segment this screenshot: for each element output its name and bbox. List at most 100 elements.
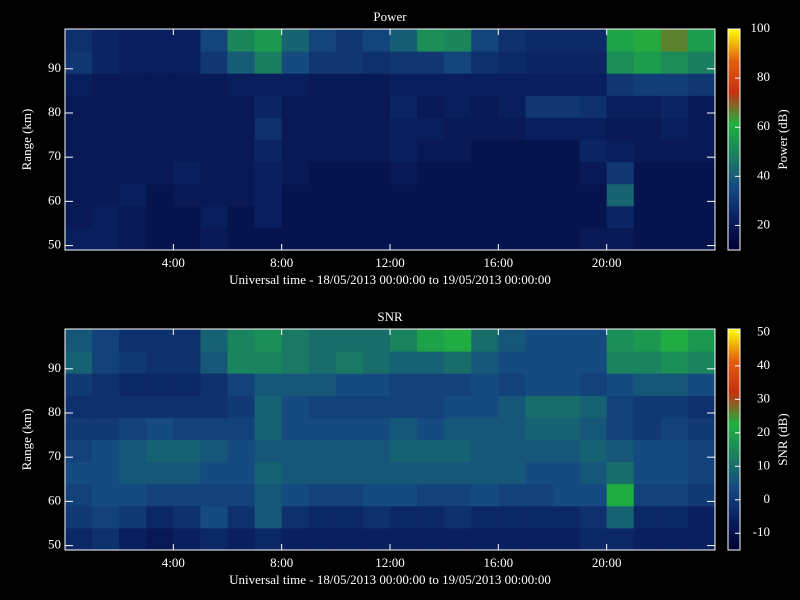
heatmap-cell	[227, 461, 256, 485]
heatmap-cell	[552, 329, 581, 352]
heatmap-cell	[417, 161, 445, 185]
heatmap-cell	[417, 139, 445, 163]
heatmap-cell	[254, 395, 283, 418]
heatmap-cell	[362, 95, 391, 118]
x-axis-label: Universal time - 18/05/2013 00:00:00 to …	[229, 572, 551, 587]
heatmap-cell	[65, 351, 93, 374]
x-tick-label: 16:00	[484, 555, 514, 570]
colorbar	[727, 28, 741, 251]
heatmap-cell	[417, 351, 445, 374]
heatmap-cell	[606, 117, 635, 140]
heatmap-cell	[281, 461, 310, 485]
heatmap-cell	[552, 227, 581, 251]
heatmap-cell	[633, 395, 662, 418]
heatmap-cell	[65, 483, 93, 507]
heatmap-cell	[362, 461, 391, 485]
y-tick-label: 80	[48, 404, 61, 419]
heatmap-cell	[660, 183, 689, 207]
heatmap-cell	[687, 161, 716, 185]
heatmap-cell	[444, 417, 472, 440]
heatmap-cell	[308, 505, 337, 529]
heatmap-cell	[227, 183, 256, 207]
heatmap-cell	[335, 205, 364, 229]
heatmap-cell	[633, 95, 662, 118]
heatmap-cell	[281, 329, 310, 352]
y-axis-label: Range (km)	[19, 409, 34, 471]
heatmap-cell	[417, 29, 445, 52]
heatmap-cell	[92, 161, 120, 185]
heatmap-cell	[579, 373, 608, 396]
heatmap-cell	[146, 351, 174, 374]
heatmap-cell	[444, 395, 472, 418]
heatmap-cell	[687, 373, 716, 396]
heatmap-cell	[471, 373, 499, 396]
heatmap-cell	[471, 51, 499, 74]
y-tick-label: 70	[48, 448, 61, 463]
heatmap-cell	[390, 161, 418, 185]
heatmap-cell	[362, 329, 391, 352]
heatmap-cell	[579, 95, 608, 118]
heatmap-cell	[525, 461, 553, 485]
heatmap-cell	[552, 29, 581, 52]
heatmap-cell	[660, 351, 689, 374]
heatmap-cell	[335, 395, 364, 418]
heatmap-cell	[92, 51, 120, 74]
heatmap-cell	[471, 205, 499, 229]
heatmap-cell	[606, 395, 635, 418]
heatmap-cell	[633, 505, 662, 529]
heatmap-cell	[254, 483, 283, 507]
heatmap-cell	[471, 527, 499, 551]
heatmap-cell	[633, 139, 662, 163]
heatmap-cell	[633, 73, 662, 96]
heatmap-cell	[471, 117, 499, 140]
heatmap-cell	[362, 51, 391, 74]
heatmap-cell	[525, 439, 553, 463]
heatmap-cell	[119, 73, 147, 96]
heatmap-cell	[65, 51, 93, 74]
heatmap-cell	[606, 461, 635, 485]
heatmap-cell	[65, 439, 93, 463]
colorbar-tick-label: 0	[764, 491, 771, 506]
heatmap-cell	[335, 461, 364, 485]
heatmap-cell	[579, 417, 608, 440]
heatmap-cell	[552, 351, 581, 374]
heatmap-cell	[254, 183, 283, 207]
chart-title: Power	[373, 9, 407, 24]
heatmap-cell	[65, 395, 93, 418]
heatmap-cell	[65, 139, 93, 163]
heatmap-cell	[308, 483, 337, 507]
heatmap-cell	[525, 395, 553, 418]
heatmap-cell	[633, 51, 662, 74]
heatmap-cell	[471, 227, 499, 251]
heatmap-cell	[444, 183, 472, 207]
heatmap-cell	[444, 205, 472, 229]
heatmap-cell	[471, 29, 499, 52]
heatmap-cell	[200, 183, 228, 207]
colorbar-tick-label: 60	[757, 118, 770, 133]
heatmap-cell	[227, 483, 256, 507]
heatmap-cell	[200, 417, 228, 440]
heatmap-cell	[227, 527, 256, 551]
heatmap-cell	[606, 183, 635, 207]
heatmap-cell	[579, 205, 608, 229]
heatmap-cell	[335, 51, 364, 74]
heatmap-cell	[471, 183, 499, 207]
y-tick-label: 50	[48, 537, 61, 552]
heatmap-cell	[471, 461, 499, 485]
heatmap-cell	[606, 205, 635, 229]
heatmap-cell	[335, 505, 364, 529]
heatmap-cell	[579, 161, 608, 185]
heatmap-cell	[281, 417, 310, 440]
y-tick-label: 70	[48, 148, 61, 163]
heatmap-cell	[417, 483, 445, 507]
heatmap-cell	[308, 205, 337, 229]
heatmap-cell	[281, 117, 310, 140]
heatmap-cell	[417, 227, 445, 251]
heatmap-cell	[525, 329, 553, 352]
heatmap-cell	[308, 395, 337, 418]
heatmap-cell	[173, 205, 201, 229]
heatmap-cell	[119, 117, 147, 140]
heatmap-cell	[687, 527, 716, 551]
heatmap-cell	[65, 461, 93, 485]
